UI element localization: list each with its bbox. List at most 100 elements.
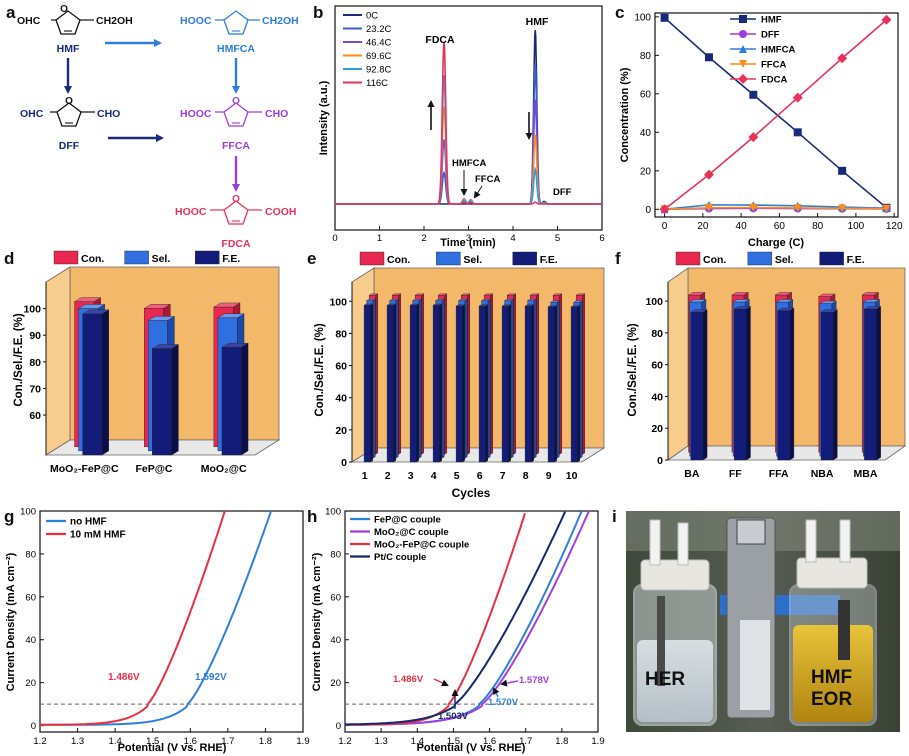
ring-oxygen: O [232,96,240,107]
bar-side [577,305,580,463]
onset-label-1570: 1.570V [488,697,519,708]
legend-label: 23.2C [366,24,391,35]
bar-side [559,293,562,455]
category-label: FeP@C [135,463,172,475]
x-tick-label: 4 [510,233,515,244]
legend-label: HMF [761,15,782,26]
panel-label-b: b [313,3,323,22]
legend-swatch [512,251,537,266]
y-tick-label: 60 [25,592,36,603]
legend: 0C 23.2C 46.4C 69.6C 92.8C 116C [343,11,391,89]
legend: no HMF 10 mM HMF [46,517,126,541]
annot-dff: DFF [553,187,572,198]
eor-hmf-label: HMF [811,667,852,688]
ring-oxygen: O [65,96,73,107]
bar-top [434,299,445,301]
legend-label: F.E. [847,254,865,266]
bar-top [386,303,397,306]
bar-F.E. [221,347,242,456]
series [659,13,892,215]
bar-top [572,300,583,303]
bar-side [418,298,422,459]
series-line-FDCA [664,19,888,210]
bar-top [460,293,471,296]
ffca-left-group: HOOC [180,108,212,120]
chromatogram-traces [335,29,602,205]
y-tick-label: 80 [335,328,347,340]
legend-label: MoO₂@C couple [374,527,449,538]
y-tick-label: 40 [651,391,663,403]
x-tick-label: 1.6 [483,736,496,747]
legend-label: FFCA [761,60,786,71]
arrow-1570 [493,687,500,698]
bar-side [375,293,378,455]
x-tick-label: 20 [697,221,709,232]
x-tick-label: 1.9 [296,736,309,747]
legend-label: Sel. [775,254,794,266]
eor-liquid [793,625,873,722]
ring-oxygen: O [60,4,68,15]
data-point [739,30,747,38]
y-tick-label: 80 [29,357,41,369]
data-point [749,203,758,212]
bar-side [395,298,399,459]
bar-F.E. [777,310,790,461]
axes: 1.2 1.3 1.4 1.5 1.6 1.7 1.8 1.9 0 20 40 60 80 100 [20,507,309,748]
bar-side [421,293,424,455]
x-tick-label: 1.5 [447,736,460,747]
bar-F.E. [152,348,172,456]
bar-side [171,344,179,456]
bar-top [547,305,558,308]
hmfca-right-group: CH2OH [262,15,299,27]
x-axis-label: Charge (C) [748,237,805,249]
bar-side [746,306,751,461]
x-tick-label: 6 [599,233,604,244]
bar-top [774,292,793,296]
category-label: 9 [546,470,552,482]
bar-top [409,303,420,306]
arrow-1486 [433,678,449,687]
x-tick-label: 2 [421,233,426,244]
bar-top [368,293,379,296]
bar-side [876,306,881,461]
arrow-ffca [473,185,483,199]
bar-top [388,299,399,301]
photo-electrolyzer: HER HMF EOR [626,511,900,732]
bar-top [570,305,581,308]
her-cap [640,559,710,591]
arrow-1578 [500,679,519,687]
bar-top [77,304,106,309]
fdca-label: FDCA [221,238,251,250]
side-wall [45,266,71,456]
category-label: FF [729,468,742,480]
y-tick-label: 80 [640,51,652,62]
bar-top [690,309,708,313]
y-tick-label: 0 [341,457,347,469]
panel-label-f: f [615,249,621,268]
legend-label: FDCA [761,75,788,86]
y-tick-label: 20 [640,166,652,177]
bar-top [552,293,563,296]
bar-side [485,304,488,463]
data-point [793,128,802,137]
bar-side [579,300,583,459]
x-tick-label: 1.2 [33,736,46,747]
bar-side [372,298,376,459]
bar-side [416,303,419,463]
bar-top [862,299,881,303]
bar-F.E. [570,306,578,463]
legend-label: Con. [703,254,726,266]
bar-side [513,293,516,455]
hmf-left-group: OHC [17,15,41,27]
x-tick-label: 1.6 [184,736,197,747]
y-tick-label: 40 [25,635,36,646]
onset-label-1503: 1.503V [438,711,469,722]
ring-oxygen: O [232,194,240,205]
bar-top [432,303,443,306]
bar-F.E. [455,305,463,463]
bar-F.E. [409,305,417,463]
bar-top [501,304,512,307]
y-tick-label: 40 [640,128,652,139]
bar-top [526,299,537,301]
